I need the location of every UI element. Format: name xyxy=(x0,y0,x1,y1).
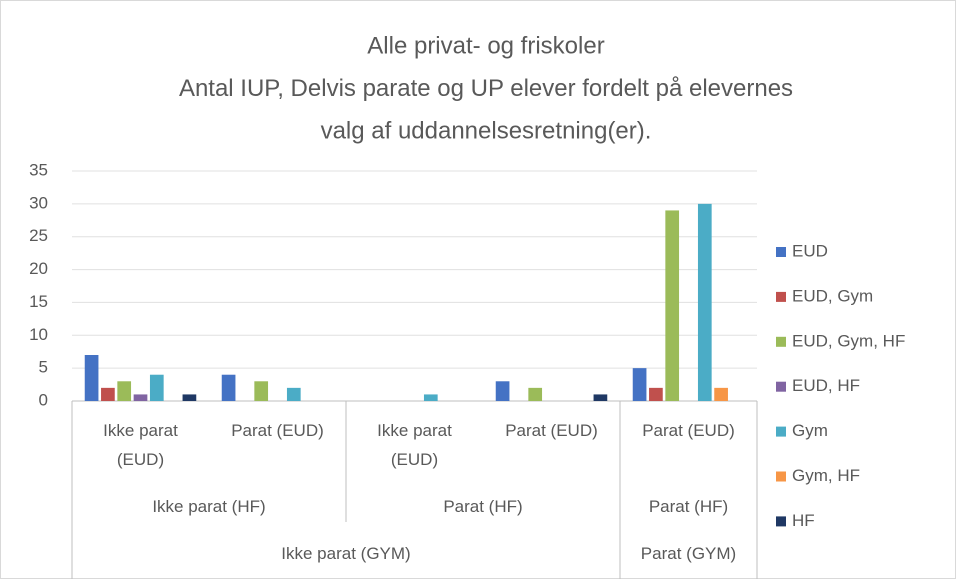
x-tick-label: Parat (EUD) xyxy=(231,421,324,440)
legend-label: Gym, HF xyxy=(792,466,860,485)
legend-label: Gym xyxy=(792,421,828,440)
y-tick-label: 5 xyxy=(39,358,48,377)
bar xyxy=(632,368,647,401)
bar xyxy=(714,387,728,401)
chart-title: valg af uddannelsesretning(er). xyxy=(321,117,652,144)
legend-swatch xyxy=(776,291,786,302)
legend-swatch xyxy=(776,381,786,392)
x-group-label: Parat (HF) xyxy=(648,497,729,516)
y-tick-label: 15 xyxy=(29,292,48,311)
bar xyxy=(254,381,269,401)
bar xyxy=(528,387,543,401)
legend-label: EUD xyxy=(792,241,828,260)
legend-label: EUD, Gym xyxy=(792,286,873,305)
legend-swatch xyxy=(776,336,786,347)
x-group-label: Ikke parat (GYM) xyxy=(281,544,411,563)
x-tick-label: Ikke parat (EUD) xyxy=(377,421,452,469)
bar xyxy=(149,374,164,401)
legend-swatch xyxy=(776,247,786,257)
x-group-label: Parat (GYM) xyxy=(640,544,737,563)
y-tick-label: 0 xyxy=(39,390,48,409)
bar xyxy=(495,381,510,401)
bar xyxy=(182,394,197,401)
chart-title: Antal IUP, Delvis parate og UP elever fo… xyxy=(179,75,793,102)
legend-swatch xyxy=(776,426,786,437)
bar xyxy=(84,355,99,401)
legend-label: EUD, Gym, HF xyxy=(792,331,905,350)
bar xyxy=(221,374,236,401)
y-tick-label: 25 xyxy=(29,226,48,245)
legend-label: HF xyxy=(792,511,815,530)
bar xyxy=(593,394,608,401)
bar xyxy=(133,394,148,401)
x-group-label: Parat (HF) xyxy=(443,497,523,516)
x-tick-label: Parat (EUD) xyxy=(642,421,735,440)
x-tick-label: Parat (EUD) xyxy=(505,421,598,440)
bar xyxy=(423,394,438,401)
bar xyxy=(286,387,301,401)
x-group-label: Ikke parat (HF) xyxy=(152,497,266,516)
y-tick-label: 10 xyxy=(29,325,48,344)
bar xyxy=(117,381,132,401)
y-tick-label: 35 xyxy=(29,160,48,179)
bar xyxy=(649,387,663,401)
chart-title: Alle privat- og friskoler xyxy=(367,32,604,59)
y-tick-label: 20 xyxy=(29,259,48,278)
bar xyxy=(101,387,115,401)
legend-label: EUD, HF xyxy=(792,376,860,395)
bar xyxy=(697,203,712,401)
legend-swatch xyxy=(776,471,786,482)
legend-swatch xyxy=(776,516,786,527)
y-tick-label: 30 xyxy=(29,193,48,212)
x-tick-label: Ikke parat (EUD) xyxy=(103,421,178,469)
bar xyxy=(665,210,680,401)
